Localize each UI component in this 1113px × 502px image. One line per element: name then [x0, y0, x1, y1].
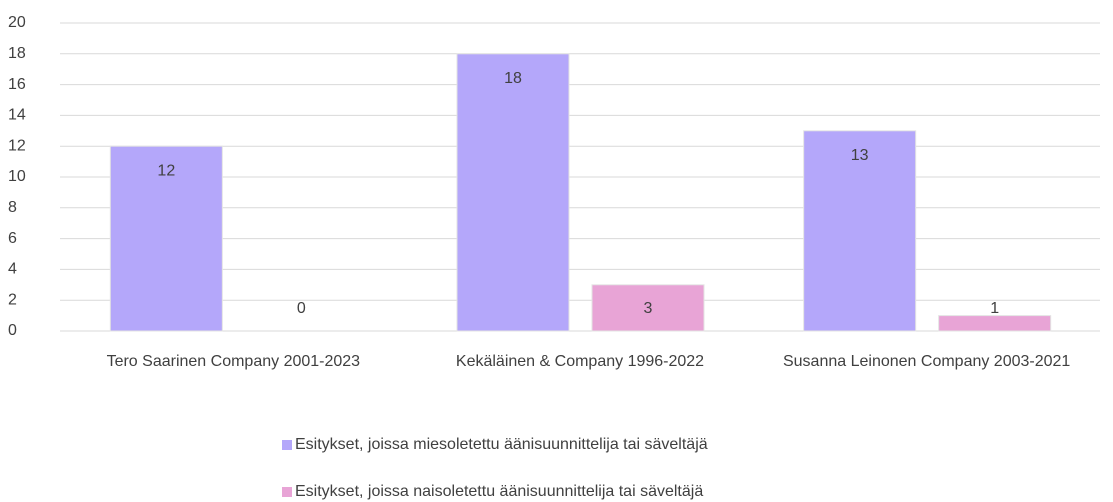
- data-label: 13: [851, 147, 869, 164]
- y-tick-label: 16: [8, 76, 26, 93]
- bar: [938, 315, 1052, 332]
- y-tick-label: 8: [8, 199, 17, 216]
- y-tick-label: 18: [8, 45, 26, 62]
- data-label: 1: [990, 300, 999, 317]
- data-label: 12: [157, 162, 175, 179]
- legend-label: Esitykset, joissa miesoletettu äänisuunn…: [295, 436, 708, 453]
- y-tick-label: 6: [8, 230, 17, 247]
- y-tick-label: 14: [8, 107, 26, 124]
- y-tick-label: 4: [8, 261, 17, 278]
- bar: [109, 145, 223, 332]
- x-tick-label: Tero Saarinen Company 2001-2023: [107, 353, 361, 370]
- legend-swatch: [282, 487, 292, 497]
- legend-label: Esitykset, joissa naisoletettu äänisuunn…: [295, 483, 703, 500]
- bar: [803, 130, 917, 332]
- x-tick-label: Kekäläinen & Company 1996-2022: [456, 353, 704, 370]
- y-tick-label: 0: [8, 322, 17, 339]
- x-tick-label: Susanna Leinonen Company 2003-2021: [783, 353, 1070, 370]
- bar: [456, 53, 570, 332]
- bar: [591, 284, 705, 332]
- y-tick-label: 2: [8, 291, 17, 308]
- data-label: 0: [297, 300, 306, 317]
- data-label: 3: [644, 300, 653, 317]
- y-tick-label: 10: [8, 168, 26, 185]
- data-label: 18: [504, 70, 522, 87]
- y-tick-label: 12: [8, 137, 26, 154]
- legend-swatch: [282, 440, 292, 450]
- y-tick-label: 20: [8, 14, 26, 31]
